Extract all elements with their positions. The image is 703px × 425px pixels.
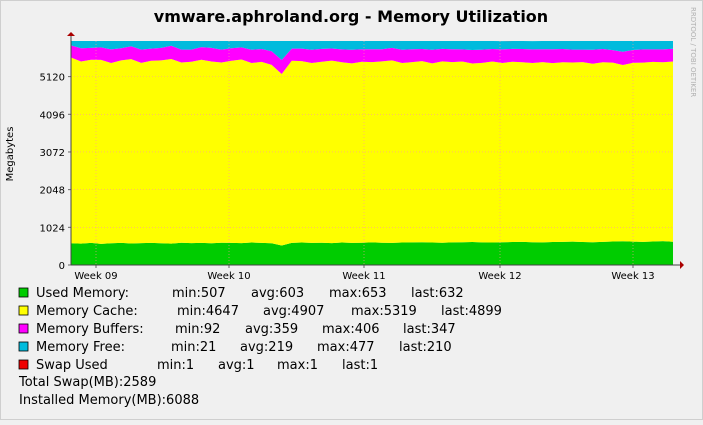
y-axis-label: Megabytes [5,127,16,182]
y-tick-label: 2048 [40,186,65,197]
legend-stat: avg:219 [240,340,293,355]
footer-line: Total Swap(MB):2589 [18,375,156,390]
legend-stat: min:4647 [177,304,239,319]
legend-stat: min:1 [157,358,194,373]
legend-swatch [19,288,28,297]
y-tick-label: 1024 [40,223,65,234]
legend-stat: last:632 [411,286,464,301]
rrdtool-watermark: RRDTOOL / TOBI OETIKER [689,7,697,97]
legend-swatch [19,360,28,369]
y-tick-label: 3072 [40,148,65,159]
legend-stat: avg:603 [251,286,304,301]
series-area-1 [71,241,673,265]
footer-line: Installed Memory(MB):6088 [19,393,199,408]
plot-area: 0 1024 2048 3072 4096 5120 Week 09 Week 10 Week … [40,32,684,282]
legend-stat: last:210 [399,340,452,355]
legend-stat: last:347 [403,322,456,337]
legend-stat: avg:1 [218,358,255,373]
legend-stat: min:92 [175,322,220,337]
legend-series-name: Memory Free: [36,340,125,355]
legend-stat: last:4899 [441,304,502,319]
chart-title: vmware.aphroland.org - Memory Utilizatio… [154,7,548,26]
legend-stat: avg:4907 [263,304,324,319]
y-tick-label: 0 [59,261,65,272]
x-tick-label: Week 13 [611,271,654,282]
legend-swatch [19,306,28,315]
x-tick-label: Week 10 [207,271,250,282]
legend-series-name: Memory Buffers: [36,322,144,337]
legend-stat: min:507 [172,286,226,301]
x-tick-label: Week 09 [74,271,117,282]
legend-series-name: Swap Used [36,358,108,373]
y-tick-label: 5120 [40,73,65,84]
x-tick-label: Week 12 [478,271,521,282]
legend-series-name: Memory Cache: [36,304,138,319]
series-area-2 [71,57,673,245]
y-tick-label: 4096 [40,110,65,121]
x-tick-label: Week 11 [342,271,385,282]
legend-swatch [19,324,28,333]
legend-stat: max:653 [329,286,387,301]
legend-series-name: Used Memory: [36,286,129,301]
legend-stat: min:21 [171,340,216,355]
legend-stat: max:477 [317,340,375,355]
legend-stat: max:406 [322,322,380,337]
legend-stat: last:1 [342,358,378,373]
legend-stat: max:1 [277,358,318,373]
legend-stat: avg:359 [245,322,298,337]
legend-swatch [19,342,28,351]
legend-stat: max:5319 [351,304,417,319]
